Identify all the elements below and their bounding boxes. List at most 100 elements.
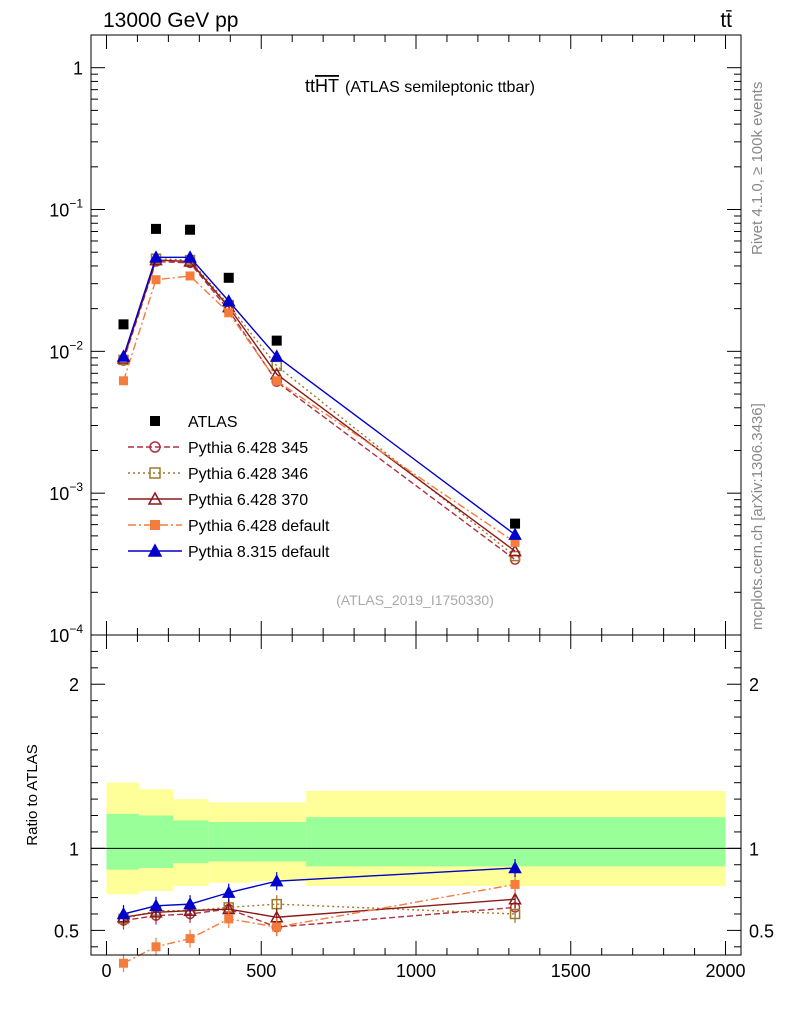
main-ytick-label: 10−2 xyxy=(49,338,83,362)
main-ytick-label-base: 10 xyxy=(49,201,69,221)
ratio-band-inner xyxy=(106,813,139,870)
main-line-p8def xyxy=(122,256,516,536)
main-line-p6def xyxy=(122,275,516,543)
ratio-band-inner xyxy=(208,822,251,862)
ratio-ytick-label-left: 0.5 xyxy=(54,921,79,941)
main-marker-p6def xyxy=(272,376,282,386)
ratio-y-axis-label: Ratio to ATLAS xyxy=(24,744,41,845)
atlas-data-point xyxy=(151,223,161,234)
rivet-version-label: Rivet 4.1.0, ≥ 100k events xyxy=(749,82,766,255)
ratio-marker-p6def xyxy=(272,922,282,932)
main-line-p346 xyxy=(122,257,516,557)
ratio-xtick-label: 0 xyxy=(101,961,111,981)
main-marker-p6def xyxy=(185,271,195,281)
main-ytick-label-base: 10 xyxy=(49,342,69,362)
ratio-xtick-label: 500 xyxy=(246,961,276,981)
ratio-line-p370 xyxy=(123,898,516,918)
ratio-curves xyxy=(116,859,522,973)
main-marker-p8def xyxy=(508,527,522,540)
ratio-band-inner xyxy=(250,822,307,862)
main-marker-p370 xyxy=(508,544,522,557)
main-ytick-label-exponent: −1 xyxy=(69,197,83,211)
main-ytick-label-base: 10 xyxy=(49,626,69,646)
legend-label-p346: Pythia 6.428 346 xyxy=(188,466,308,483)
legend-entry-p346: Pythia 6.428 346 xyxy=(128,466,308,483)
ratio-y-tick-labels-left: 0.5 1 2 xyxy=(54,675,79,941)
ratio-marker-p8def xyxy=(508,860,522,874)
main-marker-p6def xyxy=(224,308,234,318)
legend: ATLAS Pythia 6.428 345 Pythia 6.428 346 Pyt… xyxy=(128,414,330,561)
atlas-data-point xyxy=(271,335,282,346)
ratio-marker-p370 xyxy=(508,892,522,905)
ratio-band-inner xyxy=(173,820,209,864)
ratio-marker-p370 xyxy=(149,905,163,918)
ratio-marker-p8def xyxy=(116,906,131,920)
main-panel: 10−410−310−210−11 ttHT (ATLAS semileptoni… xyxy=(49,34,742,646)
atlas-data-point xyxy=(185,224,196,235)
ratio-marker-p8def xyxy=(183,897,197,910)
ratio-ytick-label-right: 2 xyxy=(749,675,759,695)
legend-label-p6def: Pythia 6.428 default xyxy=(188,518,330,535)
main-ytick-label-base: 10 xyxy=(49,484,69,504)
main-marker-p8def xyxy=(221,294,236,307)
legend-marker-p8def xyxy=(147,543,163,557)
ratio-ytick-label-right: 0.5 xyxy=(749,921,774,941)
legend-label-p345: Pythia 6.428 345 xyxy=(188,440,308,457)
ratio-x-tick-labels: 0 500 1000 1500 2000 xyxy=(101,961,745,981)
ratio-marker-p6def xyxy=(151,942,161,952)
main-marker-p8def xyxy=(149,250,163,263)
ratio-line-p8def xyxy=(123,867,516,915)
ratio-marker-p8def xyxy=(269,874,284,887)
process-label: tt̄ xyxy=(720,9,732,32)
ratio-band-inner xyxy=(138,815,174,869)
ratio-ytick-label-left: 1 xyxy=(69,839,79,859)
main-y-tick-labels: 10−410−310−210−11 xyxy=(49,59,83,646)
ratio-xtick-label: 1000 xyxy=(396,961,436,981)
plot-title-tt: tt xyxy=(305,76,315,96)
main-ytick-label-base: 1 xyxy=(73,59,83,79)
legend-marker-p370 xyxy=(147,491,163,505)
ratio-marker-p6def xyxy=(510,879,520,889)
ratio-line-p346 xyxy=(123,903,516,920)
ratio-xtick-label: 2000 xyxy=(706,961,746,981)
main-ytick-label: 10−1 xyxy=(49,197,83,221)
main-marker-p6def xyxy=(119,376,128,386)
main-ytick-label-exponent: −3 xyxy=(69,480,83,494)
legend-entry-p6def: Pythia 6.428 default xyxy=(128,518,330,535)
atlas-data-point xyxy=(118,319,129,330)
ratio-marker-p6def xyxy=(224,914,234,924)
main-ytick-label: 10−4 xyxy=(49,622,83,646)
main-line-p370 xyxy=(122,259,516,552)
atlas-data-point xyxy=(510,518,521,529)
mcplots-credit-label: mcplots.cern.ch [arXiv:1306.3436] xyxy=(749,403,766,630)
ratio-marker-p8def xyxy=(149,898,163,912)
main-marker-p6def xyxy=(510,537,520,547)
analysis-id-label: (ATLAS_2019_I1750330) xyxy=(336,592,494,608)
ratio-y-tick-labels-right: 0.5 1 2 xyxy=(749,675,774,941)
plot-title-ht: HT xyxy=(315,76,339,96)
main-ytick-label-exponent: −2 xyxy=(69,338,83,352)
atlas-data-point xyxy=(223,272,234,283)
legend-marker-p6def xyxy=(150,520,160,530)
legend-label-p370: Pythia 6.428 370 xyxy=(188,492,308,509)
ratio-marker-p6def xyxy=(119,958,128,968)
legend-label-atlas: ATLAS xyxy=(188,414,238,431)
main-marker-p8def xyxy=(269,349,284,362)
energy-label: 13000 GeV pp xyxy=(103,9,238,32)
legend-entry-p370: Pythia 6.428 370 xyxy=(128,491,308,509)
plot-title: ttHT (ATLAS semileptonic ttbar) xyxy=(305,76,535,96)
ratio-marker-p346 xyxy=(509,908,521,920)
ratio-marker-p8def xyxy=(221,885,236,898)
ratio-ticks xyxy=(91,635,741,955)
ratio-uncertainty-bands xyxy=(91,782,741,895)
legend-marker-atlas xyxy=(150,416,160,426)
legend-marker-p346 xyxy=(149,467,161,479)
main-ytick-label: 10−3 xyxy=(49,480,83,504)
main-marker-p6def xyxy=(151,275,161,285)
legend-entry-atlas: ATLAS xyxy=(150,414,238,431)
ratio-band-inner xyxy=(306,817,726,867)
main-marker-p8def xyxy=(183,250,197,263)
ratio-ytick-label-left: 2 xyxy=(69,675,79,695)
main-marker-p8def xyxy=(116,349,131,362)
